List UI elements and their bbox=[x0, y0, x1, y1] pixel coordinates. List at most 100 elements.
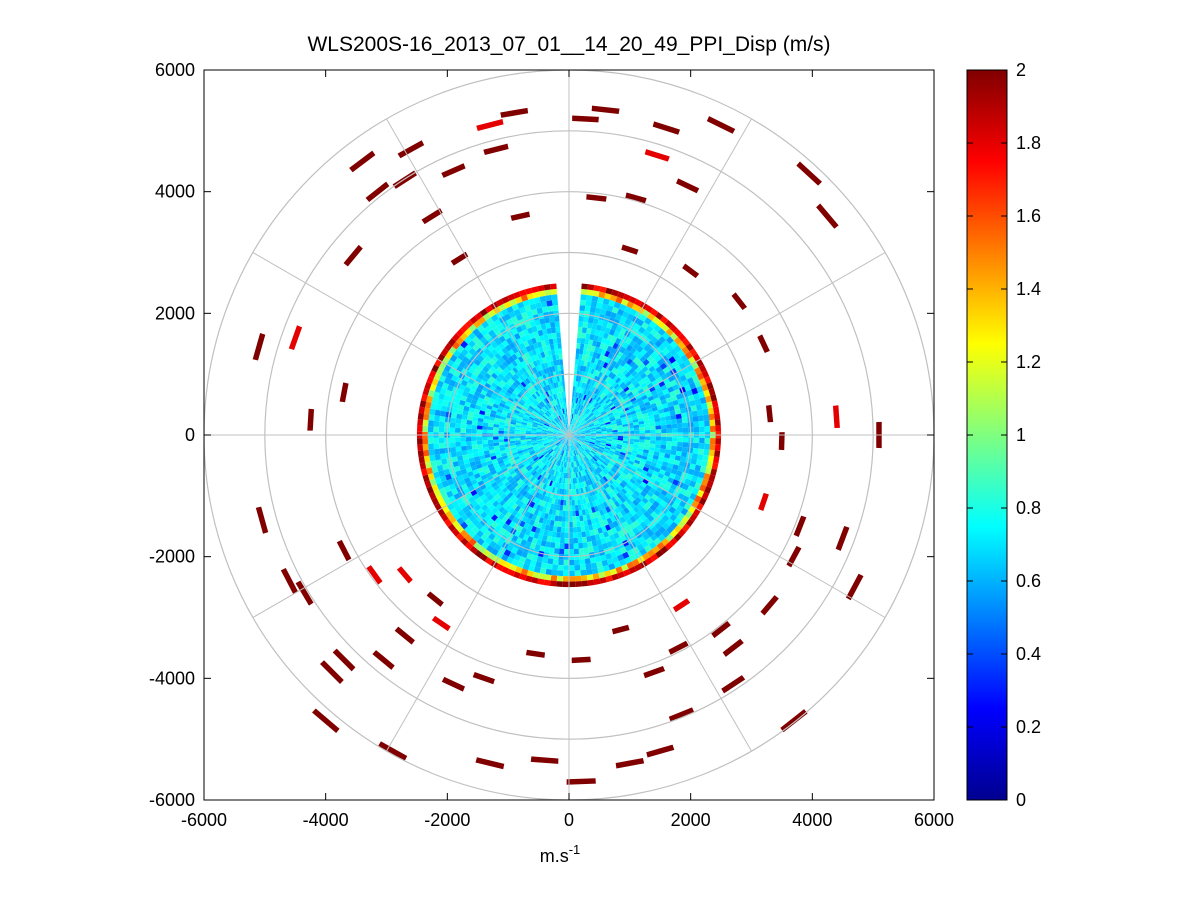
ppi-cell bbox=[508, 485, 515, 493]
ppi-cell bbox=[518, 573, 527, 581]
ppi-cell bbox=[493, 442, 500, 447]
ppi-cell bbox=[563, 499, 567, 506]
ppi-cell bbox=[573, 456, 576, 462]
ppi-cell bbox=[619, 451, 626, 456]
ppi-cell bbox=[557, 460, 561, 466]
ppi-cell bbox=[647, 395, 655, 402]
ppi-cell bbox=[573, 413, 576, 420]
ppi-cell bbox=[557, 342, 562, 349]
ppi-cell bbox=[631, 399, 638, 405]
ppi-cell bbox=[502, 332, 510, 340]
ppi-cell bbox=[553, 430, 559, 433]
ppi-cell bbox=[627, 480, 634, 487]
ppi-cell bbox=[562, 408, 565, 414]
ppi-cell bbox=[585, 436, 591, 438]
scatter-cell bbox=[421, 208, 443, 225]
ppi-cell bbox=[634, 563, 643, 572]
ppi-cell bbox=[579, 428, 585, 432]
ppi-cell bbox=[689, 369, 697, 378]
ppi-cell bbox=[556, 424, 561, 429]
ppi-cell bbox=[586, 454, 592, 460]
ppi-cell bbox=[639, 341, 648, 349]
ppi-cell bbox=[498, 402, 506, 408]
ppi-cell bbox=[462, 472, 469, 480]
ppi-cell bbox=[533, 385, 539, 392]
ppi-cell bbox=[602, 362, 609, 369]
ppi-cell bbox=[573, 427, 578, 432]
ppi-cell bbox=[443, 468, 451, 476]
ppi-cell bbox=[478, 393, 486, 400]
ppi-cell bbox=[652, 454, 659, 460]
ppi-cell bbox=[569, 424, 571, 430]
ppi-cell bbox=[709, 425, 716, 433]
ppi-cell bbox=[549, 407, 554, 414]
ppi-cell bbox=[611, 457, 618, 463]
ppi-cell bbox=[489, 478, 496, 485]
ppi-cell bbox=[535, 498, 541, 505]
ppi-cell bbox=[577, 404, 581, 410]
ppi-cell bbox=[583, 457, 588, 463]
ppi-cell bbox=[443, 485, 452, 493]
ppi-cell bbox=[592, 351, 598, 359]
ppi-cell bbox=[623, 428, 629, 432]
ppi-cell bbox=[602, 476, 609, 482]
ppi-cell bbox=[614, 507, 621, 514]
ppi-cell bbox=[480, 474, 488, 481]
ppi-cell bbox=[629, 407, 636, 413]
ppi-cell bbox=[528, 389, 534, 396]
ppi-cell bbox=[531, 537, 538, 545]
ppi-cell bbox=[581, 332, 587, 339]
scatter-cell bbox=[682, 263, 700, 279]
chart-title: WLS200S-16_2013_07_01__14_20_49_PPI_Disp… bbox=[307, 33, 830, 56]
ppi-cell bbox=[665, 445, 672, 451]
ppi-cell bbox=[637, 475, 645, 482]
ppi-cell bbox=[667, 401, 674, 408]
ppi-cell bbox=[685, 518, 694, 527]
ppi-cell bbox=[611, 443, 618, 447]
ppi-cell bbox=[533, 342, 539, 350]
ppi-cell bbox=[482, 429, 488, 434]
ppi-cell bbox=[581, 531, 587, 538]
ppi-cell bbox=[591, 449, 597, 454]
ppi-cell bbox=[434, 409, 441, 416]
ppi-cell bbox=[552, 338, 558, 344]
ppi-cell bbox=[657, 472, 665, 479]
scatter-cell bbox=[646, 744, 675, 758]
ppi-cell bbox=[507, 397, 514, 403]
ppi-cell bbox=[583, 388, 587, 395]
ppi-cell bbox=[695, 459, 703, 467]
ppi-cell bbox=[515, 444, 522, 448]
ppi-cell bbox=[622, 494, 629, 501]
ppi-cell bbox=[475, 366, 483, 374]
scatter-cell bbox=[778, 432, 785, 451]
ppi-cell bbox=[478, 500, 486, 508]
ppi-cell bbox=[581, 354, 586, 361]
ppi-cell bbox=[558, 432, 564, 434]
ppi-cell bbox=[535, 336, 541, 343]
ppi-cell bbox=[501, 467, 508, 474]
ppi-cell bbox=[580, 464, 585, 471]
ppi-cell bbox=[625, 365, 633, 372]
ppi-cell bbox=[522, 448, 529, 453]
ppi-cell bbox=[559, 455, 562, 461]
ppi-cell bbox=[472, 469, 479, 475]
ppi-cell bbox=[578, 542, 584, 549]
ppi-cell bbox=[579, 437, 586, 439]
ppi-cell bbox=[648, 477, 656, 484]
ppi-cell bbox=[635, 408, 642, 414]
ppi-cell bbox=[580, 419, 585, 424]
ppi-cell bbox=[579, 435, 586, 437]
ppi-cell bbox=[615, 377, 622, 384]
ppi-cell bbox=[556, 410, 561, 416]
ppi-cell bbox=[584, 355, 590, 362]
ppi-cell bbox=[532, 443, 539, 447]
ppi-cell bbox=[479, 369, 487, 377]
ppi-cell bbox=[560, 455, 563, 461]
ppi-cell bbox=[545, 294, 552, 302]
ppi-cell bbox=[692, 470, 700, 477]
ppi-cell bbox=[450, 417, 457, 424]
scatter-cell bbox=[255, 506, 269, 534]
ppi-cell bbox=[623, 485, 630, 493]
ppi-cell bbox=[602, 451, 609, 456]
scatter-cell bbox=[431, 615, 451, 632]
